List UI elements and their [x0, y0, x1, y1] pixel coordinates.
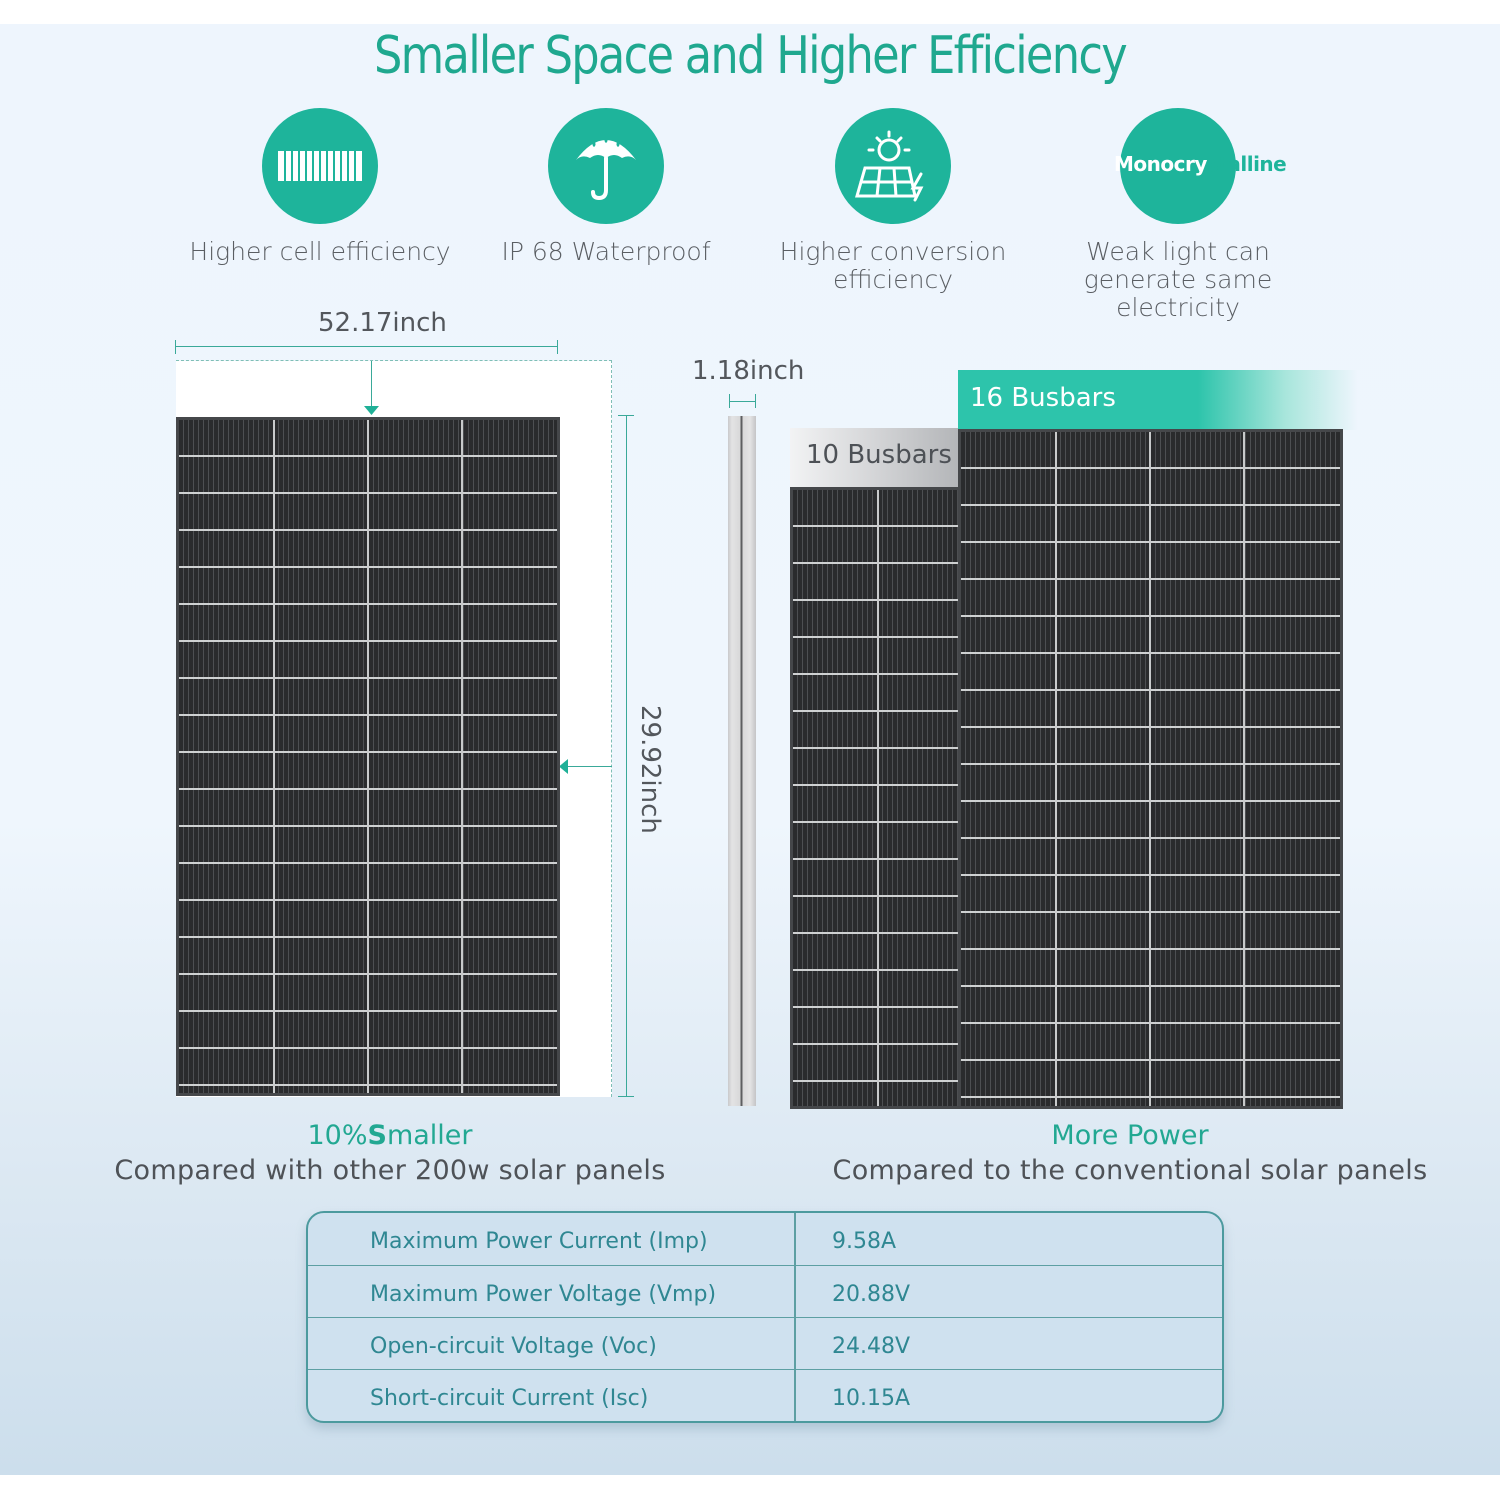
caption-highlight: 10%Smaller: [307, 1120, 473, 1151]
umbrella-rain-icon: [576, 136, 636, 201]
spec-name: Short-circuit Current (Isc): [370, 1386, 649, 1411]
table-row: Open-circuit Voltage (Voc) 24.48V: [308, 1317, 1222, 1369]
height-dimension-tick: [618, 415, 634, 416]
spec-name: Maximum Power Current (Imp): [370, 1229, 708, 1254]
thickness-dimension-tick: [755, 394, 756, 408]
caption-subtext: Compared with other 200w solar panels: [114, 1155, 666, 1186]
feature-waterproof: IP 68 Waterproof: [456, 108, 756, 266]
feature-monocrystalline: Monocrystalline Weak light can generate …: [1028, 108, 1328, 322]
spec-value: 24.48V: [832, 1334, 911, 1359]
thickness-dimension-label: 1.18inch: [692, 356, 805, 386]
solar-panel-front: [176, 417, 560, 1096]
height-dimension-tick: [618, 1096, 634, 1097]
solar-panel-16-busbars: [958, 429, 1343, 1109]
spec-name: Open-circuit Voltage (Voc): [370, 1334, 657, 1359]
width-dimension-label: 52.17inch: [318, 308, 447, 338]
sun-solar-panel-bolt-icon: [855, 130, 924, 202]
feature-label: IP 68 Waterproof: [501, 237, 711, 266]
caption-smaller: 10%Smaller Compared with other 200w sola…: [90, 1120, 690, 1186]
spec-value: 20.88V: [832, 1282, 911, 1307]
height-dimension-label: 29.92inch: [635, 705, 665, 834]
panel-frame-profile: [728, 416, 756, 1106]
caption-highlight: More Power: [1051, 1120, 1209, 1151]
caption-more-power: More Power Compared to the conventional …: [800, 1120, 1460, 1186]
table-row: Maximum Power Current (Imp) 9.58A: [308, 1213, 1222, 1265]
arrow-left-icon: [559, 759, 568, 774]
caption-subtext: Compared to the conventional solar panel…: [832, 1155, 1428, 1186]
spec-table: Maximum Power Current (Imp) 9.58A Maximu…: [306, 1211, 1224, 1423]
comparison-outline-dash: [176, 360, 612, 361]
spec-name: Maximum Power Voltage (Vmp): [370, 1282, 717, 1307]
width-dimension-line: [175, 346, 558, 347]
busbar-10-badge: 10 Busbars: [790, 428, 960, 488]
feature-circle: [835, 108, 951, 224]
table-row: Short-circuit Current (Isc) 10.15A: [308, 1369, 1222, 1421]
monocrystalline-text: Monocrystalline: [1114, 152, 1287, 176]
feature-cell-efficiency: Higher cell efficiency: [170, 108, 470, 266]
page-title: Smaller Space and Higher Efficiency: [374, 26, 1128, 86]
width-dimension-tick: [557, 340, 558, 354]
table-row: Maximum Power Voltage (Vmp) 20.88V: [308, 1265, 1222, 1317]
thickness-dimension-tick: [729, 394, 730, 408]
arrow-down-icon: [364, 406, 379, 415]
feature-circle: [262, 108, 378, 224]
feature-circle: [548, 108, 664, 224]
spec-value: 10.15A: [832, 1386, 911, 1411]
shrink-arrow-left: [568, 766, 612, 767]
spec-value: 9.58A: [832, 1229, 897, 1254]
solar-panel-10-busbars: [790, 487, 964, 1109]
busbar-16-badge: 16 Busbars: [958, 370, 1358, 430]
feature-label: Weak light can generate same electricity: [1083, 237, 1273, 322]
thickness-dimension-line: [729, 401, 756, 402]
shrink-arrow-down: [371, 361, 372, 409]
width-dimension-tick: [175, 340, 176, 354]
solar-cell-icon: [278, 151, 362, 181]
feature-conversion: Higher conversion efficiency: [743, 108, 1043, 294]
feature-label: Higher cell efficiency: [189, 237, 451, 266]
feature-label: Higher conversion efficiency: [779, 237, 1007, 294]
comparison-outline-dash: [611, 360, 612, 1097]
height-dimension-line: [626, 415, 627, 1097]
monocrystalline-badge: Monocrystalline: [1114, 108, 1287, 224]
